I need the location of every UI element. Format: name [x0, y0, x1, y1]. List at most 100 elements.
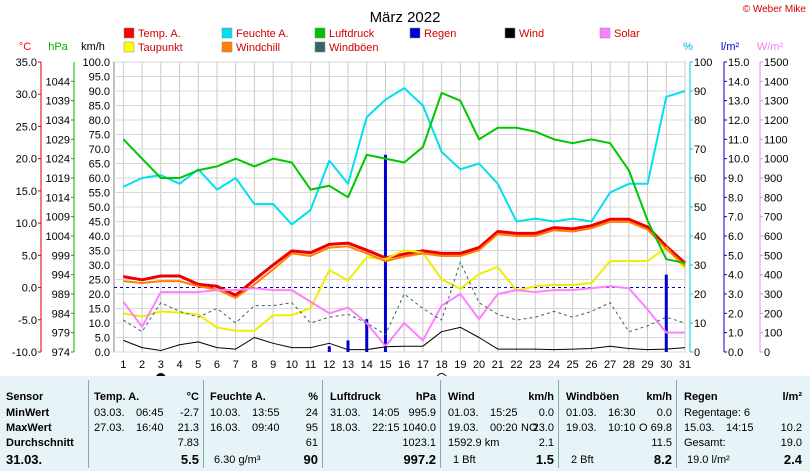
rain-tick-label: 3.0 [728, 289, 743, 301]
x-tick-label: 11 [305, 359, 316, 371]
rain-tick-label: 6.0 [728, 231, 743, 243]
pressure-unit-label: hPa [48, 41, 68, 53]
hum-average: 61 [305, 437, 318, 449]
series-line [123, 217, 687, 297]
header-pressure-unit: hPa [415, 391, 436, 403]
x-tick-label: 29 [641, 359, 653, 371]
x-tick-label: 20 [473, 359, 485, 371]
wind-max-date: 19.03. [448, 422, 479, 434]
rain-days: Regentage: 6 [684, 407, 751, 419]
humidity-tick-label: 0 [694, 347, 700, 359]
row-max-label: MaxWert [6, 422, 52, 434]
row-avg-label: Durchschnitt [6, 437, 74, 449]
moon-phase-markers [156, 373, 447, 376]
stats-rain-column: Regen l/m² Regentage: 6 15.03. 14:15 10.… [677, 376, 810, 471]
temp-tick-label: 20.0 [16, 154, 37, 166]
series-line [123, 246, 686, 332]
x-tick-label: 30 [660, 359, 672, 371]
humidity-tick-label: 80 [694, 115, 706, 127]
legend-swatch [221, 41, 233, 53]
rain-tick-label: 0.0 [728, 347, 743, 359]
copyright: © Weber Mike [743, 4, 807, 15]
hum-current: 90 [303, 452, 318, 467]
hum-max-time: 09:40 [252, 422, 280, 434]
gust-beaufort: 2 Bft [571, 454, 594, 466]
wind-unit-label: km/h [81, 41, 105, 53]
temp-min-time: 06:45 [136, 407, 164, 419]
rain-bar [346, 340, 350, 352]
wind-tick-label: 0.0 [95, 347, 110, 359]
solar-tick-label: 300 [764, 289, 782, 301]
statistics-table: Sensor MinWert MaxWert Durchschnitt 31.0… [0, 376, 810, 471]
header-temp: Temp. A. [94, 391, 140, 403]
wind-tick-label: 30.0 [89, 260, 110, 272]
rain-tick-label: 1.0 [728, 328, 743, 340]
solar-tick-label: 100 [764, 328, 782, 340]
legend-label: Taupunkt [138, 42, 183, 54]
solar-tick-label: 1500 [764, 57, 788, 69]
stats-gust-column: Windböen km/h 01.03. 16:30 0.0 19.03. 10… [559, 376, 676, 471]
wind-tick-label: 15.0 [89, 304, 110, 316]
pressure-tick-label: 1029 [46, 134, 70, 146]
hum-absolute: 6.30 g/m³ [214, 454, 261, 466]
x-tick-label: 9 [270, 359, 276, 371]
x-tick-label: 25 [567, 359, 579, 371]
rain-tick-label: 4.0 [728, 270, 743, 282]
humidity-tick-label: 30 [694, 260, 706, 272]
legend-label: Regen [424, 28, 456, 40]
press-min-value: 995.9 [408, 407, 436, 419]
rain-max-date: 15.03. [684, 422, 715, 434]
legend-swatch [599, 27, 611, 39]
hum-min-value: 24 [305, 407, 318, 419]
wind-tick-label: 90.0 [89, 86, 110, 98]
rain-max-value: 10.2 [780, 422, 802, 434]
legend-swatch [314, 27, 326, 39]
solar-tick-label: 800 [764, 192, 782, 204]
moon-full-icon [437, 373, 447, 376]
wind-beaufort: 1 Bft [453, 454, 476, 466]
hum-max-value: 95 [305, 422, 318, 434]
x-tick-label: 23 [529, 359, 541, 371]
rain-tick-label: 2.0 [728, 308, 743, 320]
pressure-tick-label: 1014 [46, 192, 70, 204]
pressure-tick-label: 974 [52, 347, 70, 359]
temp-tick-label: 30.0 [16, 89, 37, 101]
temp-tick-label: -10.0 [12, 347, 37, 359]
solar-tick-label: 500 [764, 250, 782, 262]
temp-current: 5.5 [180, 452, 199, 467]
axis-unit-labels: °C hPa km/h% l/m² W/m² [19, 41, 784, 53]
chart-title: März 2022 [370, 9, 441, 26]
press-min-time: 14:05 [372, 407, 400, 419]
press-max-value: 1040.0 [402, 422, 436, 434]
rain-total-label: Gesamt: [684, 437, 726, 449]
header-rain: Regen [684, 391, 718, 403]
gust-average: 11.5 [651, 437, 672, 449]
rain-bar [365, 319, 369, 352]
wind-tick-label: 95.0 [89, 72, 110, 84]
header-temp-unit: °C [186, 391, 199, 403]
rain-month-total: 19.0 l/m² [687, 454, 730, 466]
rain-tick-label: 13.0 [728, 96, 749, 108]
temp-tick-label: 10.0 [16, 218, 37, 230]
solar-tick-label: 200 [764, 308, 782, 320]
legend-label: Windböen [329, 42, 379, 54]
axis-ticks: 35.030.025.020.015.010.05.00.0-5.0-10.01… [12, 57, 789, 371]
rain-current: 2.4 [783, 452, 802, 467]
pressure-tick-label: 1004 [46, 231, 70, 243]
temp-tick-label: 5.0 [22, 250, 37, 262]
x-tick-label: 14 [361, 359, 373, 371]
wind-tick-label: 60.0 [89, 173, 110, 185]
stats-wind-column: Wind km/h 01.03. 15:25 0.0 19.03. 00:20 … [441, 376, 558, 471]
weather-chart: März 2022 © Weber Mike Temp. A. Feuchte A… [12, 4, 807, 376]
header-humidity-unit: % [308, 391, 318, 403]
wind-tick-label: 40.0 [89, 231, 110, 243]
x-tick-label: 16 [398, 359, 410, 371]
wind-tick-label: 85.0 [89, 101, 110, 113]
pressure-tick-label: 1039 [46, 96, 70, 108]
row-min-label: MinWert [6, 407, 50, 419]
wind-tick-label: 70.0 [89, 144, 110, 156]
x-tick-label: 19 [454, 359, 466, 371]
gust-min-date: 01.03. [566, 407, 597, 419]
series-line [122, 87, 686, 226]
legend-label: Solar [614, 28, 640, 40]
